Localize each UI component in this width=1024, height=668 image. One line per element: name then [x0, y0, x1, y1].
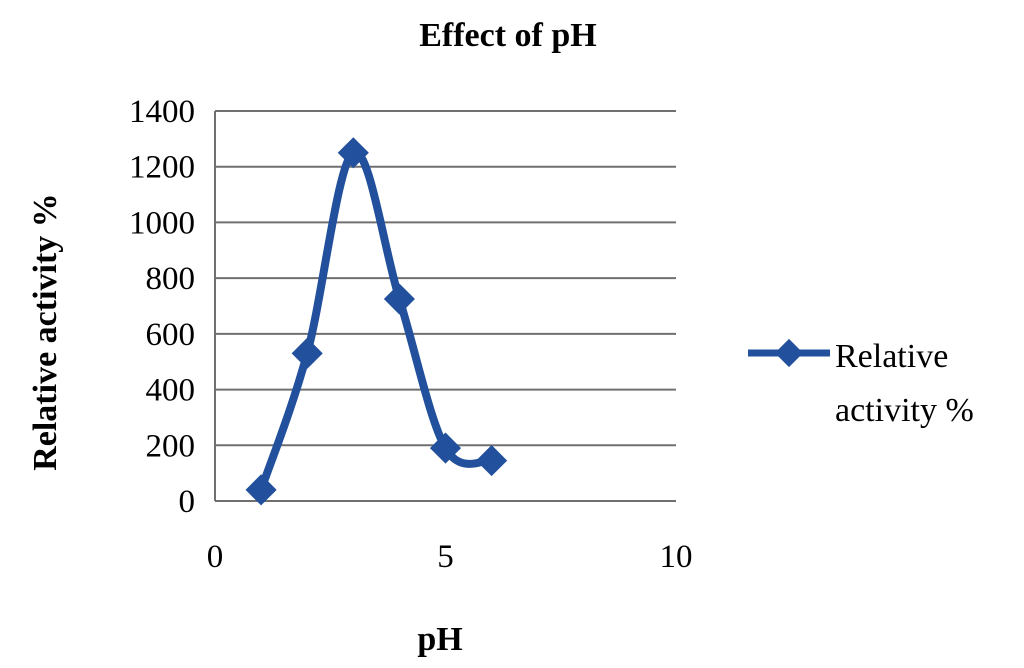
y-tick-label: 1000: [129, 205, 195, 241]
y-tick-label: 1200: [129, 150, 195, 186]
x-tick-labels: 0 5 10: [207, 539, 693, 575]
data-point-marker: [429, 432, 462, 464]
legend: Relative activity %: [748, 338, 974, 429]
data-point-marker: [245, 474, 277, 506]
legend-label-line2: activity %: [835, 392, 974, 429]
y-tick-label: 400: [146, 373, 196, 409]
x-tick-label: 5: [437, 539, 454, 575]
series-line: [257, 148, 493, 492]
y-tick-labels: 0 200 400 600 800 1000 1200 1400: [129, 94, 195, 520]
x-axis-label: pH: [417, 621, 462, 658]
x-tick-label: 10: [660, 539, 693, 575]
y-axis-label: Relative activity %: [27, 193, 64, 471]
y-tick-label: 800: [146, 261, 196, 297]
y-tick-label: 1400: [129, 94, 195, 130]
data-point-marker: [337, 137, 369, 169]
data-point-marker: [476, 445, 508, 477]
x-tick-label: 0: [207, 539, 224, 575]
legend-label-line1: Relative: [835, 338, 948, 375]
series-relative-activity: [245, 137, 508, 506]
data-point-marker: [291, 337, 323, 369]
y-tick-label: 0: [179, 484, 196, 520]
data-point-marker: [383, 283, 415, 315]
grid: [214, 110, 676, 502]
chart-title: Effect of pH: [419, 17, 597, 54]
y-tick-label: 600: [146, 317, 196, 353]
y-tick-label: 200: [146, 428, 196, 464]
legend-marker: [774, 338, 804, 368]
